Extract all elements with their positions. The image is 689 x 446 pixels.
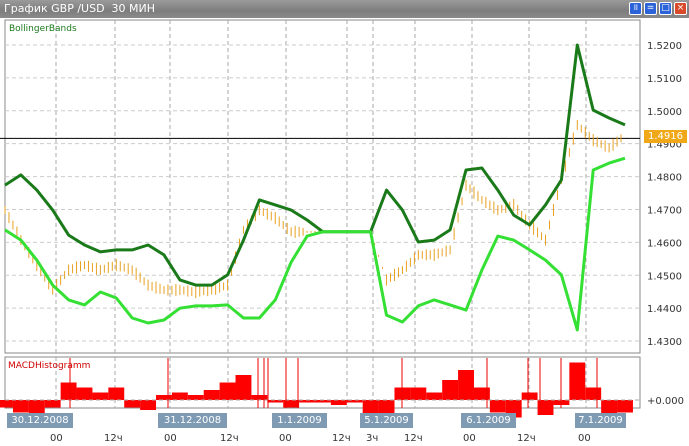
time-tick-label: 00 bbox=[164, 433, 177, 444]
time-tick-label: 00 bbox=[463, 433, 476, 444]
macd-bar bbox=[156, 395, 172, 400]
close-button[interactable]: × bbox=[674, 2, 687, 15]
date-label: 1.1.2009 bbox=[272, 413, 327, 428]
time-tick-label: 12ч bbox=[517, 433, 536, 444]
price-tick-label: 1.5000 bbox=[647, 107, 682, 118]
macd-bar bbox=[235, 375, 252, 400]
macd-bar bbox=[203, 390, 220, 400]
time-tick-label: 12ч bbox=[104, 433, 123, 444]
maximize-button[interactable]: □ bbox=[659, 2, 672, 15]
macd-bar bbox=[28, 400, 45, 415]
price-tick-label: 1.5200 bbox=[647, 41, 682, 52]
date-label: 6.1.2009 bbox=[461, 413, 516, 428]
macd-bar bbox=[92, 392, 109, 400]
macd-bar bbox=[267, 400, 284, 403]
macd-bar bbox=[283, 400, 300, 408]
price-tick-label: 1.4800 bbox=[647, 173, 682, 184]
lower-band-line bbox=[4, 156, 626, 332]
price-tick-label: 1.4700 bbox=[647, 205, 682, 216]
macd-bar bbox=[473, 387, 490, 400]
macd-panel-frame bbox=[4, 356, 641, 409]
macd-bar bbox=[585, 387, 602, 400]
time-tick-label: 3ч bbox=[366, 433, 379, 444]
macd-bar bbox=[537, 400, 554, 415]
macd-bar bbox=[617, 400, 633, 413]
time-tick-label: 12ч bbox=[332, 433, 351, 444]
time-tick-label: 12ч bbox=[220, 433, 239, 444]
macd-bar bbox=[569, 362, 586, 400]
macd-bar bbox=[362, 400, 379, 415]
macd-bar bbox=[76, 387, 93, 400]
macd-bar bbox=[521, 392, 538, 400]
price-tick-label: 1.4500 bbox=[647, 271, 682, 282]
date-label: 30.12.2008 bbox=[7, 413, 73, 428]
last-price-badge: 1.4916 bbox=[644, 130, 687, 143]
macd-zero-label: +0.000 bbox=[647, 396, 684, 407]
macd-bar bbox=[489, 400, 506, 413]
macd-bar bbox=[299, 400, 315, 403]
date-label: 5.1.2009 bbox=[360, 413, 413, 428]
macd-bar bbox=[315, 400, 331, 403]
time-tick-label: 00 bbox=[279, 433, 292, 444]
date-label: 31.12.2008 bbox=[158, 413, 227, 428]
macd-bar bbox=[124, 400, 141, 408]
minimize-button[interactable]: = bbox=[644, 2, 657, 15]
macd-bar bbox=[410, 387, 427, 400]
macd-bar bbox=[426, 392, 443, 400]
bollinger-title: BollingerBands bbox=[9, 24, 77, 34]
window-title: График GBP /USD 30 МИН bbox=[4, 2, 156, 15]
macd-bar bbox=[219, 382, 236, 400]
macd-bar bbox=[187, 395, 204, 400]
macd-bar bbox=[108, 387, 125, 400]
macd-bar bbox=[44, 400, 61, 408]
macd-bar bbox=[330, 400, 347, 405]
price-tick-label: 1.4300 bbox=[647, 337, 682, 348]
time-tick-label: 00 bbox=[578, 433, 591, 444]
time-tick-label: 12ч bbox=[404, 433, 423, 444]
macd-bar bbox=[251, 395, 268, 400]
pause-button[interactable]: ॥ bbox=[629, 2, 642, 15]
date-label: 7.1.2009 bbox=[575, 413, 626, 428]
price-tick-label: 1.5100 bbox=[647, 74, 682, 85]
time-tick-label: 00 bbox=[50, 433, 63, 444]
macd-bar bbox=[140, 400, 157, 410]
macd-bar bbox=[60, 382, 77, 400]
upper-band-line bbox=[4, 43, 626, 287]
macd-bar bbox=[458, 370, 474, 400]
window-titlebar: График GBP /USD 30 МИН ॥ = □ × bbox=[0, 0, 689, 18]
macd-bar bbox=[12, 400, 29, 413]
main-panel-frame bbox=[4, 19, 641, 354]
price-tick-label: 1.4400 bbox=[647, 304, 682, 315]
macd-bar bbox=[346, 400, 363, 403]
price-tick-label: 1.4900 bbox=[647, 140, 682, 151]
macd-bar bbox=[442, 380, 459, 400]
macd-bar bbox=[171, 392, 188, 400]
macd-title: MACDHistogramm bbox=[8, 361, 90, 371]
macd-bar bbox=[0, 400, 13, 408]
price-tick-label: 1.4600 bbox=[647, 238, 682, 249]
